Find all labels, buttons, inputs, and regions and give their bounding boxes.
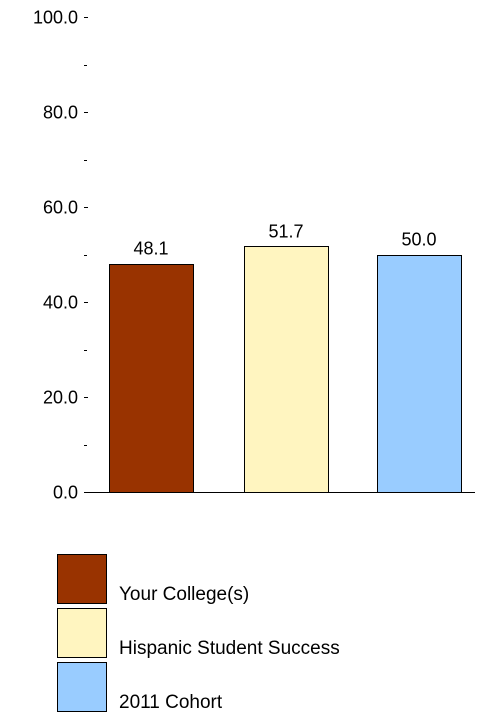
legend-label-2011-cohort: 2011 Cohort xyxy=(119,692,223,713)
bar-your-college xyxy=(109,264,194,493)
y-tick-label: 80.0 xyxy=(43,103,78,123)
y-tick-label: 20.0 xyxy=(43,388,78,408)
bar-hispanic-student-success xyxy=(244,246,329,493)
y-tick-label: 40.0 xyxy=(43,293,78,313)
legend-item-hispanic-student-success: Hispanic Student Success xyxy=(57,608,457,662)
legend-item-your-college: Your College(s) xyxy=(57,554,457,608)
legend-swatch-your-college xyxy=(57,554,107,604)
y-tick-label: 0.0 xyxy=(53,483,78,503)
legend-swatch-hispanic-student-success xyxy=(57,608,107,658)
bar-chart: 0.0 20.0 40.0 60.0 80.0 100.0 48.1 51.7 50.0 xyxy=(33,8,475,503)
legend: Your College(s) Hispanic Student Success… xyxy=(57,554,457,716)
bar-value-label-2011-cohort: 50.0 xyxy=(401,230,436,250)
y-axis: 0.0 20.0 40.0 60.0 80.0 100.0 xyxy=(33,8,88,503)
bar-value-label-your-college: 48.1 xyxy=(133,239,168,259)
y-tick-label: 100.0 xyxy=(33,8,78,28)
legend-item-2011-cohort: 2011 Cohort xyxy=(57,662,457,716)
y-tick-label: 60.0 xyxy=(43,198,78,218)
bar-labels: 48.1 51.7 50.0 xyxy=(133,221,436,258)
legend-label-hispanic-student-success: Hispanic Student Success xyxy=(119,638,340,659)
bar-value-label-hispanic-student-success: 51.7 xyxy=(268,221,303,241)
legend-label-your-college: Your College(s) xyxy=(119,584,250,605)
bar-2011-cohort xyxy=(377,255,462,493)
bars xyxy=(109,246,462,493)
legend-swatch-2011-cohort xyxy=(57,662,107,712)
